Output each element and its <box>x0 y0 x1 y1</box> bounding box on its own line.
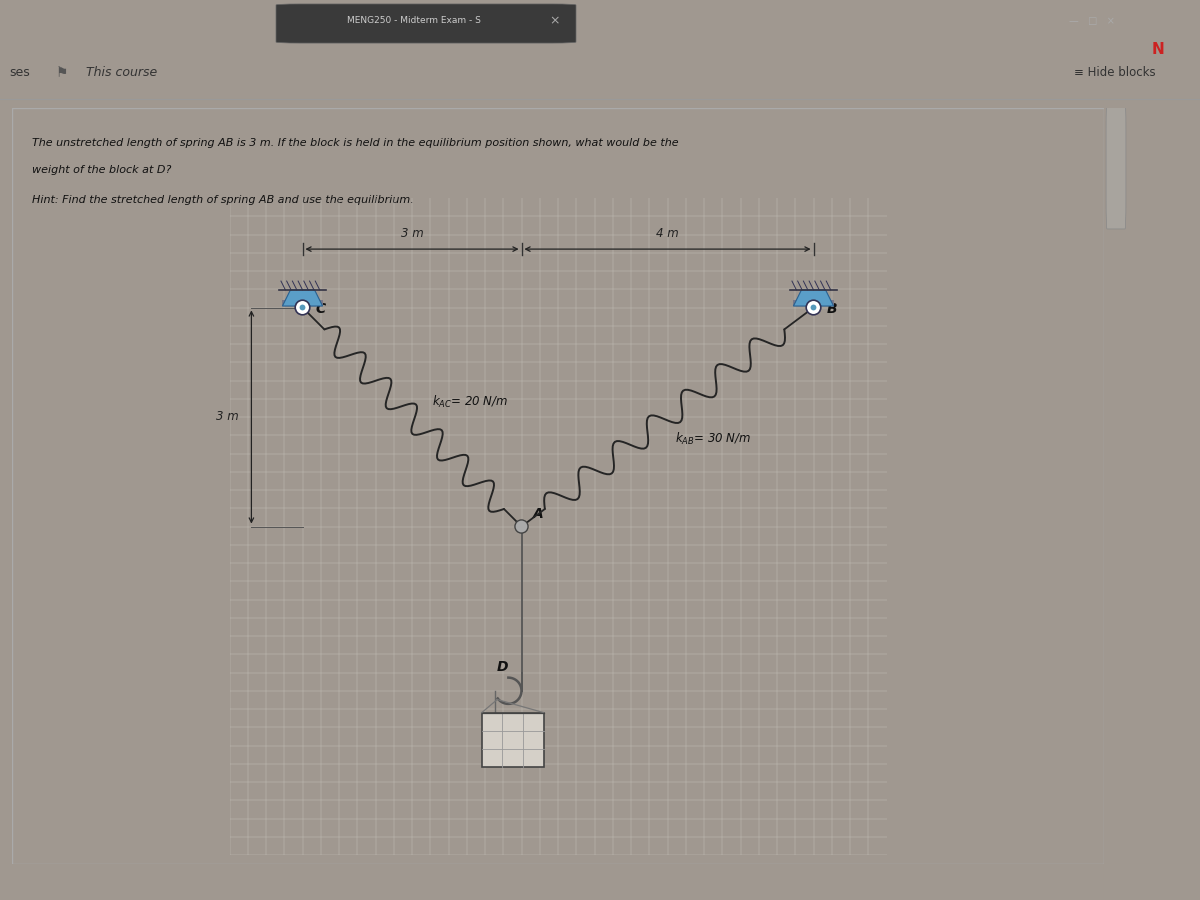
Text: ⚑: ⚑ <box>56 66 68 80</box>
Bar <box>481 713 544 768</box>
Text: 3 m: 3 m <box>216 410 239 424</box>
Circle shape <box>810 304 816 310</box>
Bar <box>282 301 323 306</box>
Text: —   □   ×: — □ × <box>1069 16 1115 26</box>
Text: ×: × <box>550 14 559 27</box>
Text: $k_{AC}$= 20 N/m: $k_{AC}$= 20 N/m <box>432 394 509 410</box>
Text: B: B <box>827 302 838 316</box>
Text: C: C <box>316 302 325 316</box>
Text: Hint: Find the stretched length of spring AB and use the equilibrium.: Hint: Find the stretched length of sprin… <box>31 195 414 205</box>
Circle shape <box>295 301 310 315</box>
Polygon shape <box>282 290 323 306</box>
Circle shape <box>806 301 821 315</box>
Text: ses: ses <box>10 67 30 79</box>
Text: This course: This course <box>86 67 157 79</box>
Circle shape <box>515 520 528 533</box>
Text: D: D <box>497 660 509 674</box>
Text: 4 m: 4 m <box>656 228 679 240</box>
FancyBboxPatch shape <box>1106 101 1126 229</box>
Text: A: A <box>533 507 544 521</box>
Text: 3 m: 3 m <box>401 228 424 240</box>
Text: MENG250 - Midterm Exam - S: MENG250 - Midterm Exam - S <box>347 16 481 25</box>
Circle shape <box>300 304 306 310</box>
Text: ≡ Hide blocks: ≡ Hide blocks <box>1074 67 1156 79</box>
Text: N: N <box>1152 42 1164 57</box>
FancyBboxPatch shape <box>276 4 576 43</box>
Text: weight of the block at D?: weight of the block at D? <box>31 165 172 175</box>
Bar <box>793 301 834 306</box>
Text: $k_{AB}$= 30 N/m: $k_{AB}$= 30 N/m <box>674 431 751 447</box>
Polygon shape <box>793 290 834 306</box>
Text: The unstretched length of spring AB is 3 m. If the block is held in the equilibr: The unstretched length of spring AB is 3… <box>31 139 678 148</box>
